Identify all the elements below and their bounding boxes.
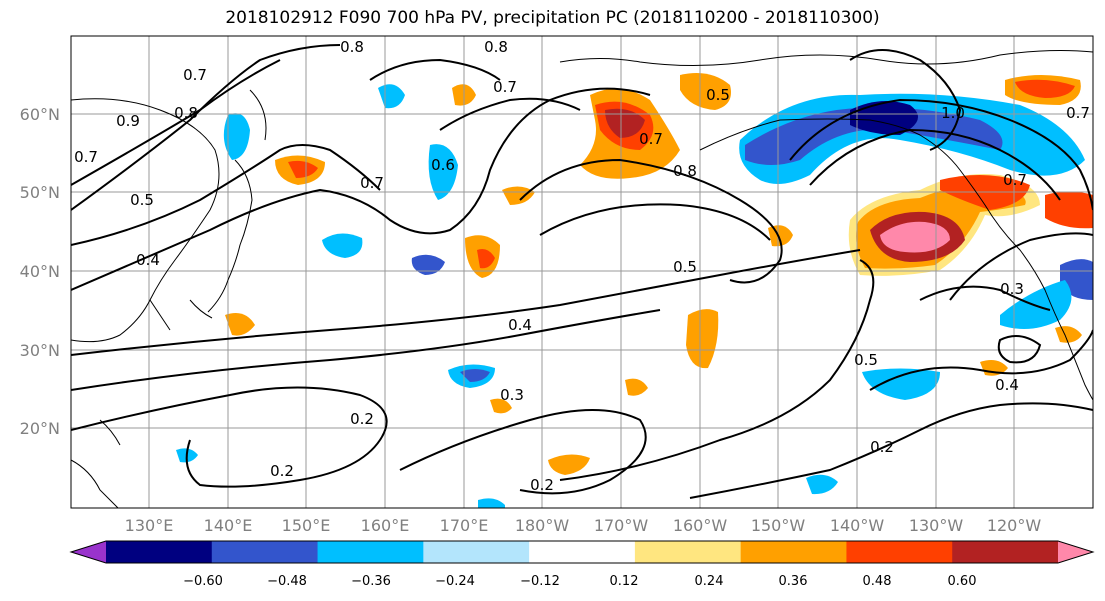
contour-label: 0.4 [508, 316, 532, 334]
contour-label: 0.5 [673, 258, 697, 276]
lat-label: 50°N [20, 183, 60, 202]
lon-label: 170°E [440, 516, 489, 535]
contour-label: 1.0 [941, 104, 965, 122]
colorbar-labels: −0.60 −0.48 −0.36 −0.24 −0.12 0.12 0.24 … [183, 574, 976, 589]
lat-label: 20°N [20, 419, 60, 438]
contour-label: 0.5 [706, 86, 730, 104]
contour-label: 0.2 [270, 462, 294, 480]
colorbar-segment [317, 541, 424, 563]
contour-label: 0.4 [136, 251, 160, 269]
contour-label: 0.7 [183, 66, 207, 84]
colorbar-tick-label: −0.24 [435, 574, 475, 589]
contour-label: 0.6 [431, 156, 455, 174]
contour-label: 0.3 [500, 386, 524, 404]
colorbar-extend-low [71, 541, 106, 563]
map-title: 2018102912 F090 700 hPa PV, precipitatio… [225, 8, 880, 28]
lon-label: 130°W [909, 516, 964, 535]
lon-label: 130°E [125, 516, 174, 535]
lon-label: 180°W [515, 516, 570, 535]
contour-label: 0.8 [484, 38, 508, 56]
lon-label: 160°E [361, 516, 410, 535]
contour-label: 0.5 [854, 351, 878, 369]
contour-label: 0.7 [1003, 171, 1027, 189]
contour-label: 0.2 [530, 476, 554, 494]
colorbar-tick-label: −0.48 [267, 574, 307, 589]
contour-label: 0.8 [174, 104, 198, 122]
lat-label: 60°N [20, 105, 60, 124]
contour-labels: 0.8 0.8 0.7 0.8 0.9 0.7 0.5 0.4 0.7 0.6 … [74, 38, 1090, 494]
colorbar-segment [211, 541, 319, 563]
contour-label: 0.9 [116, 112, 140, 130]
contour-label: 0.2 [350, 410, 374, 428]
lon-label: 120°W [987, 516, 1042, 535]
colorbar-tick-label: 0.60 [948, 574, 977, 589]
contour-label: 0.4 [995, 376, 1019, 394]
colorbar-segment [952, 541, 1059, 563]
colorbar-segment [740, 541, 847, 563]
contour-label: 0.3 [1000, 280, 1024, 298]
contour-label: 0.7 [360, 174, 384, 192]
lon-label: 140°E [204, 516, 253, 535]
colorbar-tick-label: −0.12 [520, 574, 560, 589]
colorbar-extend-high [1058, 541, 1093, 563]
contour-label: 0.7 [639, 130, 663, 148]
colorbar-segment [634, 541, 742, 563]
colorbar-outline [69, 540, 1095, 564]
lon-label: 170°W [594, 516, 649, 535]
contour-label: 0.7 [74, 148, 98, 166]
colorbar-segment [846, 541, 953, 563]
contour-label: 0.7 [1066, 104, 1090, 122]
contour-label: 0.8 [673, 162, 697, 180]
colorbar-segment [529, 541, 636, 563]
lat-label: 30°N [20, 341, 60, 360]
colorbar-segment [106, 541, 213, 563]
lat-label: 40°N [20, 262, 60, 281]
plot-frame [70, 35, 1094, 509]
lon-labels: 130°E 140°E 150°E 160°E 170°E 180°W 170°… [125, 516, 1042, 535]
colorbar-tick-label: 0.24 [695, 574, 724, 589]
lon-label: 150°W [751, 516, 806, 535]
colorbar-tick-label: 0.36 [779, 574, 808, 589]
colorbar-tick-label: 0.12 [610, 574, 639, 589]
colorbar-tick-label: 0.48 [863, 574, 892, 589]
colorbar-segment [423, 541, 530, 563]
coastlines [71, 50, 1093, 508]
contour-label: 0.2 [870, 438, 894, 456]
lon-label: 160°W [673, 516, 728, 535]
colorbar [69, 540, 1095, 564]
contour-label: 0.5 [130, 191, 154, 209]
lon-label: 140°W [830, 516, 885, 535]
pv-contours [71, 44, 1093, 499]
colorbar-tick-label: −0.36 [351, 574, 391, 589]
contour-label: 0.7 [493, 78, 517, 96]
contour-label: 0.8 [340, 38, 364, 56]
lat-labels: 60°N 50°N 40°N 30°N 20°N [20, 105, 60, 438]
colorbar-tick-label: −0.60 [183, 574, 223, 589]
lon-label: 150°E [282, 516, 331, 535]
